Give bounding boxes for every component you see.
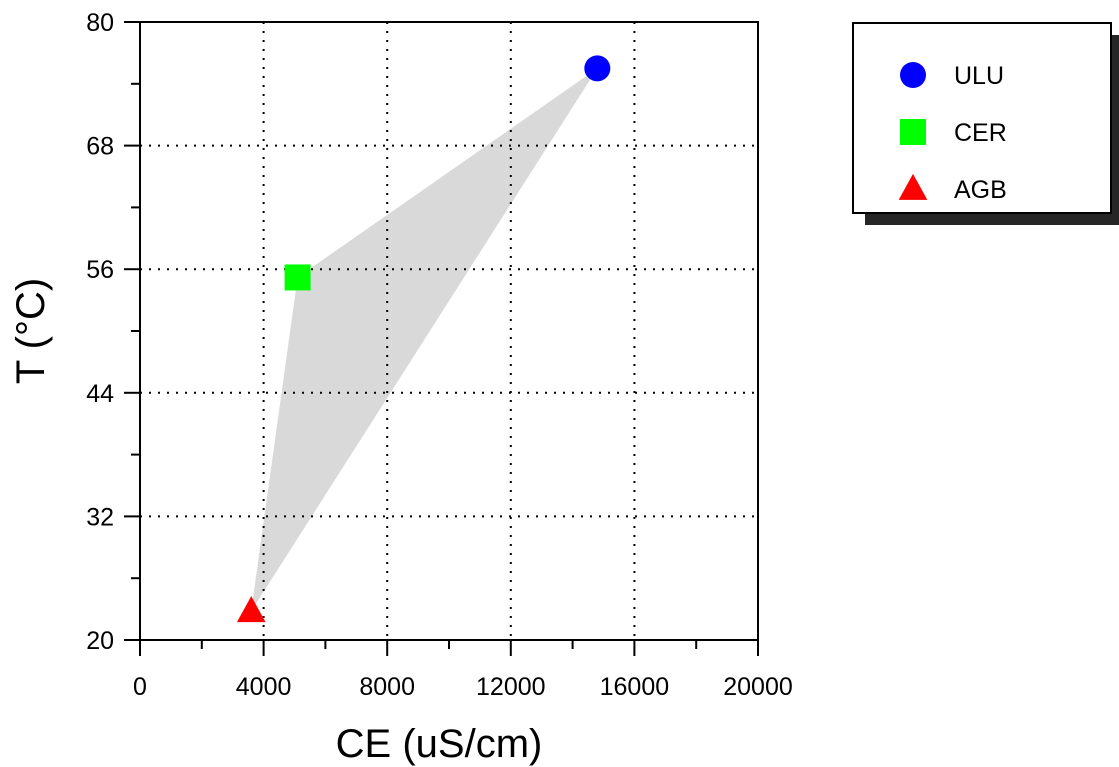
x-tick-label: 4000 xyxy=(236,673,292,701)
marker-layer xyxy=(236,55,611,623)
data-point-ulu xyxy=(584,55,611,82)
y-tick-label: 44 xyxy=(86,380,114,408)
grid-layer xyxy=(140,22,758,640)
hull-layer xyxy=(251,68,598,612)
x-tick-label: 0 xyxy=(133,673,147,701)
data-point-agb xyxy=(236,596,266,623)
x-tick-label: 8000 xyxy=(359,673,415,701)
x-axis-title: CE (uS/cm) xyxy=(336,722,543,766)
x-tick-label: 20000 xyxy=(723,673,793,701)
y-axis-title: T (°C) xyxy=(9,278,53,384)
legend-label-agb: AGB xyxy=(954,176,1007,204)
y-tick-label: 32 xyxy=(86,503,114,531)
plot-frame xyxy=(139,21,759,641)
hull-polygon xyxy=(251,68,598,612)
y-tick-label: 68 xyxy=(86,133,114,161)
y-tick-label: 56 xyxy=(86,256,114,284)
y-tick-label: 80 xyxy=(86,9,114,37)
tick-layer: 0 4000 8000 12000 16000 20000 20 32 44 56 68 80 xyxy=(86,9,793,701)
legend: ULU CER AGB xyxy=(852,22,1119,225)
legend-label-cer: CER xyxy=(954,119,1007,147)
x-tick-label: 12000 xyxy=(476,673,546,701)
legend-marker-ulu xyxy=(900,62,926,88)
legend-marker-cer xyxy=(900,119,926,145)
legend-box xyxy=(852,22,1112,214)
data-point-cer xyxy=(284,264,311,291)
legend-marker-agb xyxy=(898,173,928,200)
y-tick-label: 20 xyxy=(86,627,114,655)
x-tick-label: 16000 xyxy=(600,673,670,701)
legend-label-ulu: ULU xyxy=(954,62,1004,90)
